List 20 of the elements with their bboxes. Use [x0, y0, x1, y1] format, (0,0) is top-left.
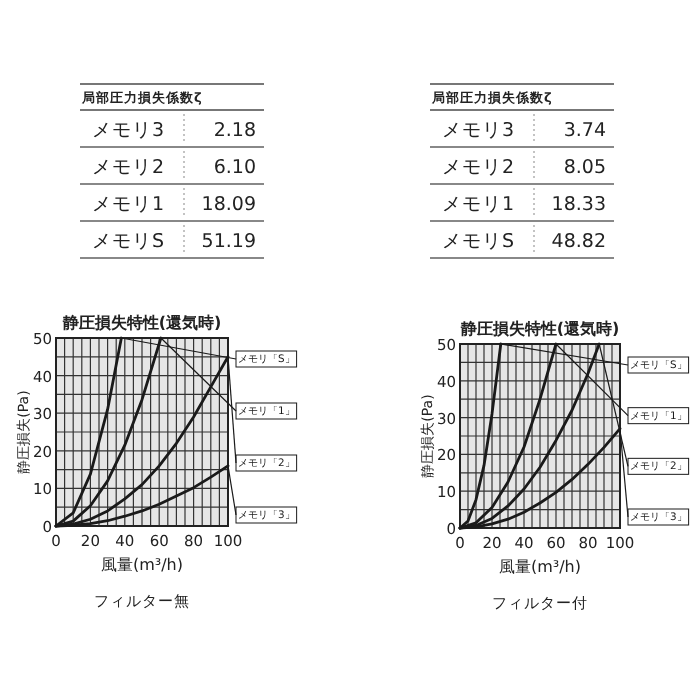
text: メモリ1 [91, 194, 165, 216]
text: メモリ3 [91, 120, 165, 142]
text: 18.33 [551, 194, 606, 216]
text: メモリ3 [441, 120, 515, 142]
text: メモリ1 [441, 194, 515, 216]
chart-title: 静圧損失特性(還気時) [60, 314, 222, 332]
text: メモリ2 [91, 157, 165, 179]
text: 2.18 [213, 120, 256, 142]
x-axis-title: 風量(m³/h) [498, 558, 582, 576]
text: メモリS [91, 231, 165, 253]
text: 18.09 [201, 194, 256, 216]
text: 48.82 [551, 231, 606, 253]
text: 51.19 [201, 231, 256, 253]
chart-title: 静圧損失特性(還気時) [458, 320, 620, 338]
text: メモリ2 [441, 157, 515, 179]
x-axis-title: 風量(m³/h) [100, 556, 184, 574]
text: 6.10 [213, 157, 256, 179]
text: 8.05 [563, 157, 606, 179]
text: 3.74 [563, 120, 606, 142]
text: メモリS [441, 231, 515, 253]
